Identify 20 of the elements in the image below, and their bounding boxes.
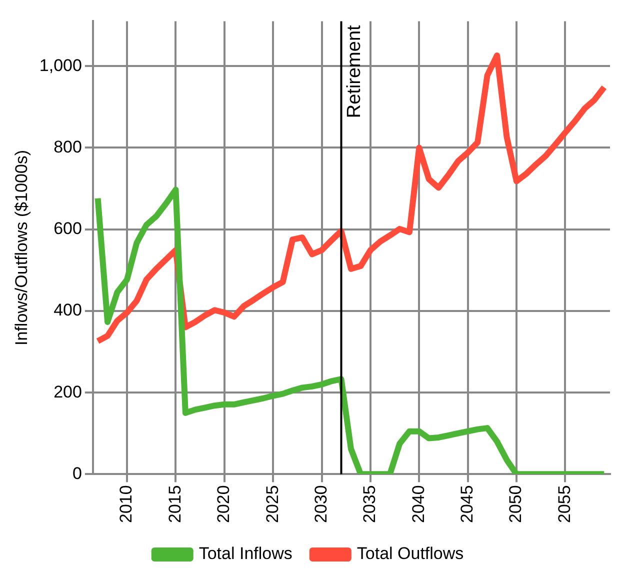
y-axis-title: Inflows/Outflows ($1000s) bbox=[12, 150, 31, 346]
x-tick-label: 2010 bbox=[116, 485, 136, 524]
legend-label: Total Inflows bbox=[198, 544, 292, 564]
y-tick-label: 0 bbox=[72, 464, 82, 483]
x-tick-label: 2050 bbox=[506, 485, 526, 524]
y-tick-label: 600 bbox=[54, 219, 82, 238]
x-tick-label: 2020 bbox=[214, 485, 234, 524]
x-tick-label: 2035 bbox=[360, 485, 380, 524]
x-tick-label: 2015 bbox=[165, 485, 184, 524]
y-tick-label: 400 bbox=[54, 300, 82, 320]
x-tick-label: 2055 bbox=[554, 485, 574, 524]
x-tick-label: 2025 bbox=[262, 485, 282, 524]
x-tick-label: 2040 bbox=[408, 485, 428, 524]
legend-label: Total Outflows bbox=[356, 544, 464, 564]
x-tick-label: 2030 bbox=[311, 485, 330, 524]
y-tick-label: 1,000 bbox=[39, 56, 82, 75]
x-tick-label: 2045 bbox=[458, 485, 477, 524]
ref-line-label: Retirement bbox=[344, 24, 365, 118]
y-tick-label: 800 bbox=[54, 137, 82, 156]
y-tick-label: 200 bbox=[54, 382, 82, 402]
